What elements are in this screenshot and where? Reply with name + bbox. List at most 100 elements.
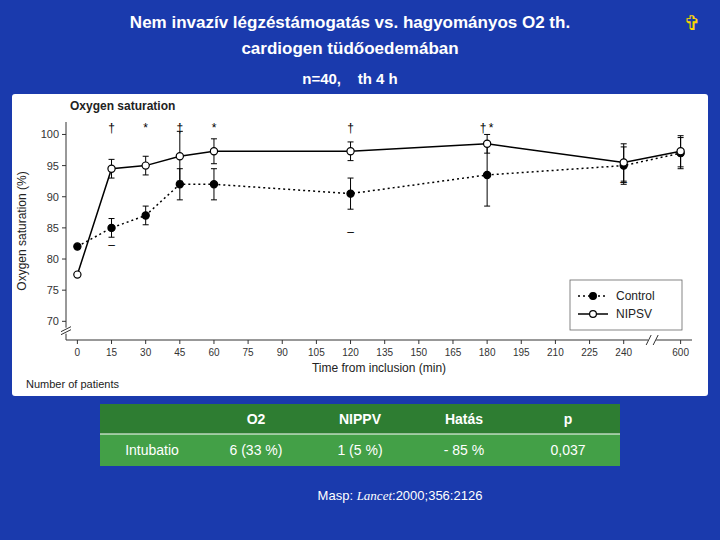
annotation: * xyxy=(143,121,148,135)
x-tick xyxy=(452,340,453,344)
annotation: † xyxy=(480,121,487,135)
table-cell: Intubatio xyxy=(125,442,179,458)
y-tick xyxy=(62,290,66,291)
table-cell: 0,037 xyxy=(550,442,585,458)
legend-entry: NIPSV xyxy=(616,307,652,321)
y-tick-label: 75 xyxy=(47,284,59,296)
chart-panel xyxy=(12,94,708,396)
error-bar-cap xyxy=(484,153,490,154)
x-tick-label: 180 xyxy=(479,347,496,358)
x-tick xyxy=(213,340,214,344)
annotation: – xyxy=(620,175,627,189)
annotation: – xyxy=(108,238,115,252)
annotation: * xyxy=(489,121,494,135)
point xyxy=(176,181,183,188)
table-header-cell: Hatás xyxy=(445,411,483,427)
plot-area xyxy=(74,131,684,278)
error-bar-cap xyxy=(348,178,354,179)
x-tick-label: 600 xyxy=(672,347,689,358)
annotations: ††††***––– xyxy=(108,121,627,251)
error-bar-cap xyxy=(484,206,490,207)
point xyxy=(176,153,183,160)
error-bar xyxy=(678,136,684,167)
x-tick-label: 195 xyxy=(513,347,530,358)
table-header-cell: p xyxy=(564,411,573,427)
subtitle: n=40, th 4 h xyxy=(302,70,397,87)
y-tick xyxy=(62,227,66,228)
legend-entry: Control xyxy=(616,289,655,303)
x-tick xyxy=(282,340,283,344)
x-tick-label: 75 xyxy=(243,347,255,358)
legend-frame xyxy=(570,280,682,330)
table-cell: 1 (5 %) xyxy=(337,442,382,458)
error-bar-cap xyxy=(211,138,217,139)
error-bar-cap xyxy=(348,209,354,210)
point xyxy=(142,212,149,219)
error-bar-cap xyxy=(211,168,217,169)
table-row xyxy=(100,434,620,466)
y-tick-label: 100 xyxy=(41,128,59,140)
error-bar xyxy=(143,156,149,175)
chart: Nem invazív légzéstámogatás vs. hagyomán… xyxy=(0,0,720,540)
point xyxy=(347,190,354,197)
error-bar-cap xyxy=(143,206,149,207)
error-bar-cap xyxy=(143,174,149,175)
error-bar-cap xyxy=(211,163,217,164)
error-bar xyxy=(177,131,183,181)
note: Number of patients xyxy=(26,378,119,390)
point xyxy=(108,224,115,231)
axis-break xyxy=(653,335,658,345)
annotation: * xyxy=(212,121,217,135)
table: O2NIPPVHatáspIntubatio6 (33 %)1 (5 %)- 8… xyxy=(100,404,620,466)
error-bar-cap xyxy=(177,181,183,182)
point xyxy=(108,165,115,172)
x-tick xyxy=(487,340,488,344)
point xyxy=(347,148,354,155)
legend-marker xyxy=(590,311,597,318)
point xyxy=(210,181,217,188)
series xyxy=(74,131,684,278)
y-tick-label: 95 xyxy=(47,160,59,172)
series xyxy=(74,138,684,251)
reference-part: Lancet xyxy=(356,488,393,503)
y-tick xyxy=(62,321,66,322)
error-bar-cap xyxy=(177,199,183,200)
x-tick xyxy=(589,340,590,344)
x-tick-label: 120 xyxy=(342,347,359,358)
y-tick xyxy=(62,165,66,166)
x-tick xyxy=(680,340,681,344)
axes: 7075808590951000153045607590105120135150… xyxy=(41,122,692,358)
reference-part: Masp: xyxy=(318,488,357,503)
table-header-cell: NIPPV xyxy=(339,411,382,427)
error-bar xyxy=(109,159,115,178)
table-divider xyxy=(100,434,620,435)
axis-break xyxy=(61,328,71,334)
point xyxy=(210,148,217,155)
error-bar-cap xyxy=(678,166,684,167)
series-line xyxy=(77,153,680,246)
x-tick xyxy=(248,340,249,344)
series-line xyxy=(77,144,680,275)
point xyxy=(620,159,627,166)
title: Nem invazív légzéstámogatás vs. hagyomán… xyxy=(130,13,570,32)
error-bar-cap xyxy=(678,168,684,169)
axis-break xyxy=(646,335,651,345)
x-tick-label: 150 xyxy=(410,347,427,358)
background xyxy=(0,0,720,540)
x-tick xyxy=(145,340,146,344)
legend-marker xyxy=(590,293,597,300)
x-tick xyxy=(384,340,385,344)
point xyxy=(142,162,149,169)
error-bar-cap xyxy=(109,178,115,179)
point xyxy=(74,271,81,278)
x-tick xyxy=(111,340,112,344)
x-tick-label: 165 xyxy=(445,347,462,358)
error-bar xyxy=(211,139,217,164)
y-axis-label: Oxygen saturation (%) xyxy=(15,171,29,290)
x-tick xyxy=(77,340,78,344)
error-bar xyxy=(348,142,354,161)
y-tick-label: 90 xyxy=(47,191,59,203)
error-bar xyxy=(143,206,149,225)
x-tick-label: 15 xyxy=(106,347,118,358)
x-tick xyxy=(350,340,351,344)
